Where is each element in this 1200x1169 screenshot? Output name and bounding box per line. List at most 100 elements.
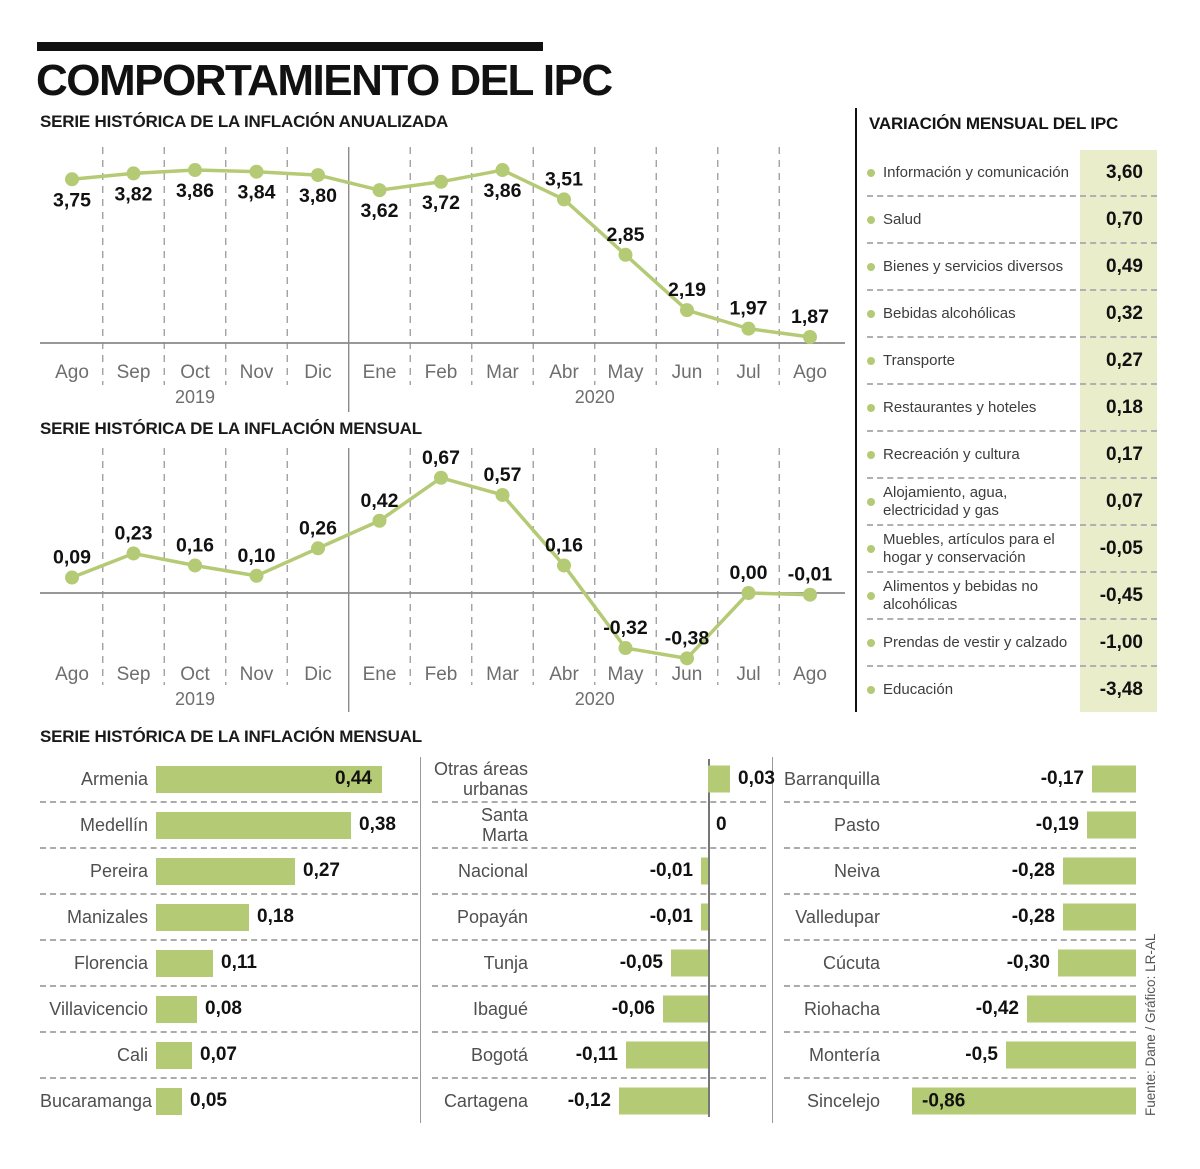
city-label: Nacional: [457, 860, 528, 881]
value-label: 3,82: [115, 183, 153, 205]
city-bars-grid: Armenia 0,44 Medellín 0,38 Pereira 0,27 Maniza…: [40, 757, 1162, 1123]
city-bar: [1087, 811, 1136, 839]
city-value: -0,19: [1035, 814, 1079, 835]
data-point: [126, 546, 141, 561]
city-bar-row: Sincelejo -0,86: [784, 1079, 1136, 1123]
annual-inflation-line-chart: 3,75 3,82 3,86 3,84 3,80 3,62 3,72 3,86 3,51 2,85…: [40, 147, 845, 412]
variation-panel: VARIACIÓN MENSUAL DEL IPC Información y …: [855, 108, 1157, 712]
city-label: Barranquilla: [784, 768, 881, 789]
data-point: [680, 303, 694, 318]
value-label: 0,23: [115, 522, 153, 544]
city-bar: [156, 857, 295, 885]
city-bar: [156, 811, 351, 839]
city-value: -0,05: [619, 952, 663, 973]
city-bar: [156, 949, 213, 977]
year-label: 2020: [575, 689, 615, 709]
city-label: Montería: [808, 1044, 880, 1065]
month-label: Oct: [180, 362, 210, 383]
city-bar-row: Nacional -0,01: [432, 849, 766, 895]
value-label: 3,75: [53, 189, 91, 211]
month-label: Abr: [549, 664, 579, 685]
city-label: Armenia: [80, 768, 148, 789]
category-label: Muebles, artículos para el hogar y conse…: [883, 531, 1055, 566]
month-label: Dic: [304, 362, 331, 383]
value-label: 0,26: [299, 517, 337, 539]
city-bar-column-1: Armenia 0,44 Medellín 0,38 Pereira 0,27 Maniza…: [40, 757, 418, 1123]
city-value: 0,03: [738, 768, 775, 789]
city-bar: -0,86: [912, 1087, 1136, 1115]
category-label: Bebidas alcohólicas: [883, 304, 1016, 322]
bullet-dot-icon: [867, 591, 875, 600]
value-label: 3,62: [361, 200, 399, 222]
city-bar: [663, 995, 708, 1023]
value-label: 3,86: [484, 180, 522, 202]
value-label: -0,32: [603, 617, 648, 639]
value-label: 3,86: [176, 180, 214, 202]
city-bar-row: Cúcuta -0,30: [784, 941, 1136, 987]
city-bar-row: Medellín 0,38: [40, 803, 418, 849]
month-label: Ago: [793, 362, 827, 383]
city-bar: [156, 1087, 182, 1115]
value-label: 2,85: [607, 224, 645, 246]
city-value: -0,28: [1011, 906, 1055, 927]
page-title: COMPORTAMIENTO DEL IPC: [36, 56, 613, 105]
city-bar: [708, 765, 730, 793]
bullet-dot-icon: [867, 450, 875, 459]
city-bar-row: Otras áreas urbanas 0,03: [432, 757, 775, 803]
city-label: Popayán: [456, 906, 528, 927]
city-label: Florencia: [73, 952, 148, 973]
month-label: Dic: [304, 664, 331, 685]
category-value: 0,27: [1106, 349, 1143, 371]
data-point: [249, 164, 264, 179]
city-bar-row: Barranquilla -0,17: [784, 757, 1136, 803]
city-label: Cartagena: [443, 1090, 528, 1111]
data-point: [65, 172, 79, 187]
city-bar-row: Cali 0,07: [40, 1033, 418, 1079]
variation-row: Transporte 0,27: [867, 338, 1157, 385]
data-point: [65, 570, 79, 585]
value-label: 3,51: [545, 168, 583, 190]
city-value: 0,05: [190, 1090, 227, 1111]
city-bar: [1092, 765, 1136, 793]
category-value: 0,07: [1106, 490, 1143, 512]
category-label: Bienes y servicios diversos: [883, 257, 1064, 275]
category-value: 0,32: [1106, 302, 1143, 324]
data-point: [741, 586, 756, 600]
data-point: [495, 487, 510, 502]
category-label: Transporte: [883, 351, 955, 369]
city-label: Riohacha: [803, 998, 880, 1019]
month-label: Jun: [672, 664, 703, 685]
data-point: [311, 541, 325, 556]
year-label: 2019: [175, 689, 215, 709]
city-bar-row: Pereira 0,27: [40, 849, 418, 895]
data-point: [803, 587, 817, 602]
city-bar-row: Valledupar -0,28: [784, 895, 1136, 941]
city-bar: [671, 949, 708, 977]
value-label: 3,72: [422, 192, 460, 214]
value-label: 1,87: [791, 306, 829, 328]
city-bar-row: Pasto -0,19: [784, 803, 1136, 849]
month-label: Nov: [240, 664, 274, 685]
bullet-dot-icon: [867, 544, 875, 553]
data-point: [741, 321, 756, 336]
bullet-dot-icon: [867, 215, 875, 224]
annual-chart-title: SERIE HISTÓRICA DE LA INFLACIÓN ANUALIZA…: [40, 112, 449, 131]
city-label: Medellín: [79, 814, 148, 835]
variation-row: Alimentos y bebidas no alcohólicas -0,45: [867, 573, 1157, 620]
value-label: -0,38: [665, 627, 710, 649]
month-label: May: [608, 362, 644, 383]
data-point: [126, 166, 141, 181]
month-label: Jul: [736, 664, 760, 685]
category-value: -0,05: [1099, 537, 1143, 559]
city-bar-column-3: Barranquilla -0,17 Pasto -0,19 Neiva -0,28 Val…: [784, 757, 1136, 1123]
month-label: Feb: [425, 362, 458, 383]
city-bar-row: Ibagué -0,06: [432, 987, 766, 1033]
city-label: Manizales: [66, 906, 148, 927]
value-label: 1,97: [730, 298, 768, 320]
city-label: Pereira: [89, 860, 148, 881]
city-bar: [156, 995, 197, 1023]
city-bar-row: Florencia 0,11: [40, 941, 418, 987]
value-label: 0,09: [53, 547, 91, 569]
month-label: Jun: [672, 362, 703, 383]
city-value: -0,06: [611, 998, 655, 1019]
